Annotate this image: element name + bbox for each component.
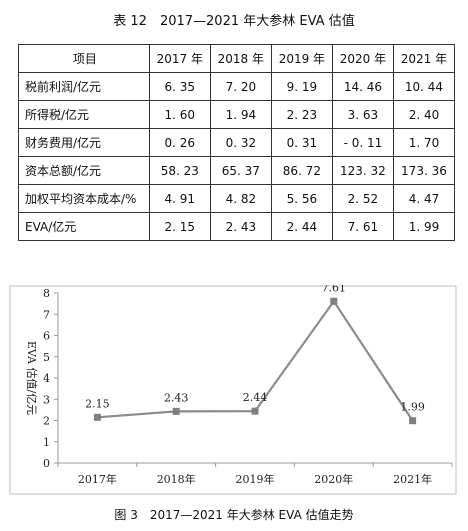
- header-item: 项目: [18, 44, 150, 73]
- table-caption: 表 12 2017—2021 年大参林 EVA 估值: [113, 14, 355, 29]
- table-cell: 0. 26: [148, 128, 211, 157]
- table-cell: 0. 31: [270, 128, 333, 157]
- y-tick-label: 2: [43, 415, 50, 428]
- table-cell: 173. 36: [392, 156, 456, 185]
- data-point: [330, 297, 338, 305]
- row-label: 资本总额/亿元: [18, 156, 150, 185]
- table-cell: 7. 20: [209, 72, 272, 101]
- table-cell: 2. 23: [270, 100, 333, 129]
- x-tick-label: 2019年: [236, 472, 275, 486]
- data-point: [409, 417, 417, 425]
- table-cell: 2. 40: [392, 100, 456, 129]
- table-cell: 2. 52: [331, 184, 394, 213]
- y-tick-label: 5: [43, 351, 50, 364]
- data-label: 7.61: [322, 285, 347, 294]
- table-cell: 10. 44: [392, 72, 456, 101]
- data-label: 2.44: [243, 391, 268, 404]
- row-label: 所得税/亿元: [18, 100, 150, 129]
- table-body: 税前利润/亿元 6. 35 7. 20 9. 19 14. 46 10. 44 所得税/亿元…: [18, 72, 456, 241]
- data-point: [251, 407, 259, 415]
- table-row: 所得税/亿元 1. 60 1. 94 2. 23 3. 63 2. 40: [18, 100, 456, 129]
- header-2017: 2017 年: [148, 44, 211, 73]
- data-label: 1.99: [400, 401, 425, 414]
- x-tick-label: 2021年: [393, 472, 432, 486]
- data-label: 2.43: [164, 391, 189, 404]
- table-cell: 1. 70: [392, 128, 456, 157]
- row-label: EVA/亿元: [18, 212, 150, 241]
- y-tick-label: 3: [43, 393, 50, 406]
- table-row: 加权平均资本成本/% 4. 91 4. 82 5. 56 2. 52 4. 47: [18, 184, 456, 213]
- table-cell: 86. 72: [270, 156, 333, 185]
- table-cell: 1. 60: [148, 100, 211, 129]
- table-cell: 14. 46: [331, 72, 394, 101]
- table-cell: 2. 44: [270, 212, 333, 241]
- header-2018: 2018 年: [209, 44, 272, 73]
- chart-frame: [9, 285, 457, 495]
- row-label: 财务费用/亿元: [18, 128, 150, 157]
- row-label: 加权平均资本成本/%: [18, 184, 150, 213]
- y-axis-title: EVA 估值/亿元: [25, 341, 38, 415]
- data-point: [93, 413, 101, 421]
- table-cell: - 0. 11: [331, 128, 394, 157]
- table-cell: 3. 63: [331, 100, 394, 129]
- table-row: 税前利润/亿元 6. 35 7. 20 9. 19 14. 46 10. 44: [18, 72, 456, 101]
- table-cell: 7. 61: [331, 212, 394, 241]
- x-tick-label: 2018年: [157, 472, 196, 486]
- header-2019: 2019 年: [270, 44, 333, 73]
- table-row: 财务费用/亿元 0. 26 0. 32 0. 31- 0. 11 1. 70: [18, 128, 456, 157]
- table-cell: 2. 43: [209, 212, 272, 241]
- table-cell: 0. 32: [209, 128, 272, 157]
- eva-line-chart: 0 1 2 3 4 5 6 7 8 2017年 2018年 2019年 2020年 2021年 EVA 估值…: [8, 281, 460, 497]
- table-row: EVA/亿元 2. 15 2. 43 2. 44 7. 61 1. 99: [18, 212, 456, 241]
- table-cell: 4. 47: [392, 184, 456, 213]
- y-tick-label: 8: [43, 287, 50, 300]
- table-cell: 2. 15: [148, 212, 211, 241]
- y-tick-label: 1: [43, 436, 50, 449]
- table-cell: 1. 94: [209, 100, 272, 129]
- eva-table: 项目 2017 年 2018 年 2019 年 2020 年 2021 年 税前…: [18, 44, 456, 241]
- table-cell: 6. 35: [148, 72, 211, 101]
- table-row: 资本总额/亿元 58. 23 65. 37 86. 72 123. 32 173. 36: [18, 156, 456, 185]
- y-tick-label: 7: [43, 308, 50, 321]
- table-cell: 4. 82: [209, 184, 272, 213]
- table-cell: 65. 37: [209, 156, 272, 185]
- table-cell: 9. 19: [270, 72, 333, 101]
- data-label: 2.15: [85, 397, 110, 410]
- table-cell: 123. 32: [331, 156, 394, 185]
- table-cell: 5. 56: [270, 184, 333, 213]
- data-point: [172, 407, 180, 415]
- header-2020: 2020 年: [331, 44, 394, 73]
- figure-caption: 图 3 2017—2021 年大参林 EVA 估值走势: [114, 508, 354, 522]
- y-tick-label: 4: [43, 372, 50, 385]
- y-tick-label: 6: [43, 330, 50, 343]
- y-tick-label: 0: [43, 457, 50, 470]
- table-header-row: 项目 2017 年 2018 年 2019 年 2020 年 2021 年: [18, 44, 456, 73]
- x-tick-label: 2017年: [78, 472, 117, 486]
- header-2021: 2021 年: [392, 44, 456, 73]
- table-cell: 4. 91: [148, 184, 211, 213]
- x-tick-label: 2020年: [314, 472, 353, 486]
- table-cell: 1. 99: [392, 212, 456, 241]
- row-label: 税前利润/亿元: [18, 72, 150, 101]
- table-cell: 58. 23: [148, 156, 211, 185]
- chart-svg: 0 1 2 3 4 5 6 7 8 2017年 2018年 2019年 2020年 2021年 EVA 估值…: [9, 281, 457, 495]
